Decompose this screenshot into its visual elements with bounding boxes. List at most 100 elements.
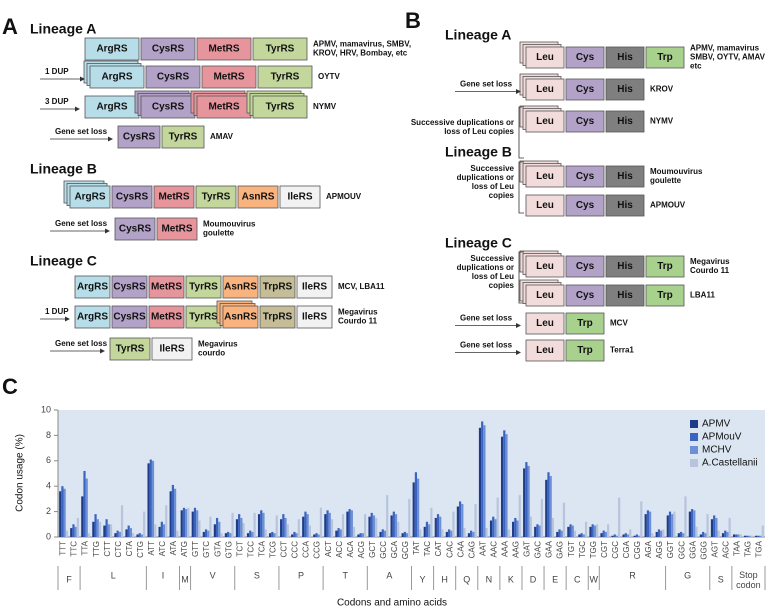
bar xyxy=(92,521,95,537)
bar xyxy=(165,505,168,537)
bar xyxy=(512,521,515,537)
bar xyxy=(94,514,97,537)
bar xyxy=(238,514,241,537)
gene-label: Cys xyxy=(576,261,595,272)
virus-note: etc xyxy=(690,62,702,71)
gene-label: Trp xyxy=(577,318,593,329)
bar xyxy=(403,531,406,537)
x-tick-label: ACA xyxy=(346,540,355,557)
event-label: Successive duplications or xyxy=(411,118,514,127)
event-label: loss of Leu copies xyxy=(444,127,514,136)
bar xyxy=(571,525,574,537)
gene-label: CysRS xyxy=(152,102,185,113)
bar xyxy=(319,507,323,537)
bar xyxy=(485,528,488,537)
virus-note: APMV, mamavirus, SMBV, xyxy=(313,40,411,49)
virus-note: OYTV xyxy=(318,72,340,81)
gene-label: His xyxy=(617,290,633,301)
virus-note: Terra1 xyxy=(610,346,634,355)
bar xyxy=(169,491,172,537)
gene-label: MetRS xyxy=(213,72,244,83)
group-label: M xyxy=(181,574,189,584)
bar xyxy=(151,460,155,537)
bar xyxy=(209,516,212,537)
x-tick-label: TAT xyxy=(412,541,421,555)
arrow-head xyxy=(75,106,80,112)
gene-label: MetRS xyxy=(208,44,239,55)
event-label: loss of Leu xyxy=(472,182,514,191)
x-tick-label: TAA xyxy=(732,540,741,556)
gene-box xyxy=(525,78,565,101)
arrow-head xyxy=(80,76,85,82)
bar xyxy=(693,510,696,537)
bar xyxy=(251,531,254,537)
x-tick-label: TCA xyxy=(257,540,266,557)
virus-note: Megavirus xyxy=(198,340,238,349)
bar xyxy=(600,533,603,537)
x-tick-label: GTC xyxy=(202,541,211,558)
event-label: loss of Leu xyxy=(472,272,514,281)
virus-note: Courdo 11 xyxy=(338,317,378,326)
gene-box xyxy=(565,165,605,188)
virus-note: courdo xyxy=(198,349,225,358)
bar xyxy=(589,526,592,537)
bar xyxy=(105,519,108,537)
bar xyxy=(668,511,672,537)
gene-box xyxy=(111,305,148,329)
bracket xyxy=(518,161,524,214)
y-tick-label: 2 xyxy=(46,506,51,516)
gene-label: IleRS xyxy=(302,312,327,323)
gene-label: His xyxy=(617,52,633,63)
gene-box xyxy=(605,46,645,69)
bar xyxy=(737,534,740,537)
bar xyxy=(109,524,113,537)
bar xyxy=(618,497,621,537)
bar xyxy=(428,524,431,537)
gene-box xyxy=(279,185,321,209)
bar xyxy=(514,517,517,537)
bar xyxy=(242,523,245,537)
bar xyxy=(417,478,420,537)
virus-note: MCV, LBA11 xyxy=(338,282,385,291)
x-tick-label: AAG xyxy=(512,541,521,558)
bar xyxy=(284,517,287,537)
bar xyxy=(611,535,614,537)
bar xyxy=(567,526,570,537)
bar xyxy=(560,530,563,537)
bar xyxy=(578,534,581,537)
bar xyxy=(450,530,453,537)
x-tick-label: TTC xyxy=(70,541,79,557)
bar xyxy=(755,535,758,537)
bar xyxy=(275,515,278,537)
bar xyxy=(695,526,698,537)
bar xyxy=(306,514,309,537)
gene-label: TyrRS xyxy=(202,192,231,203)
bar xyxy=(220,533,223,537)
bar xyxy=(350,510,353,537)
gene-box xyxy=(525,255,565,278)
gene-box xyxy=(525,46,565,69)
bracket xyxy=(518,251,524,304)
gene-label: ArgRS xyxy=(74,192,105,203)
bar xyxy=(291,534,294,537)
group-label: Stop codon xyxy=(736,570,761,590)
group-label: S xyxy=(254,570,260,580)
bar xyxy=(317,534,320,537)
bar xyxy=(655,531,658,537)
x-tick-label: ATC xyxy=(158,541,167,557)
bar xyxy=(359,533,362,537)
bar xyxy=(348,509,351,537)
gene-label: ArgRS xyxy=(77,312,108,323)
bar xyxy=(264,529,267,537)
bar xyxy=(147,463,150,537)
bar xyxy=(671,514,674,537)
gene-box xyxy=(565,312,605,335)
x-tick-label: TCC xyxy=(246,541,255,558)
bar xyxy=(204,529,208,537)
gene-label: Trp xyxy=(657,52,673,63)
gene-label: Trp xyxy=(657,261,673,272)
x-tick-label: AGT xyxy=(710,541,719,558)
bar xyxy=(538,525,541,537)
gene-box xyxy=(185,275,222,299)
gene-label: TyrRS xyxy=(169,132,198,143)
